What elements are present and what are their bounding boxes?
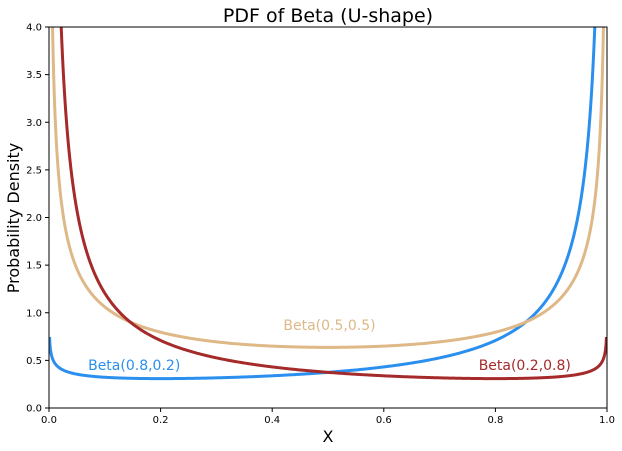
series-annotation-2: Beta(0.2,0.8) <box>479 358 571 374</box>
series-layer <box>49 27 607 381</box>
y-tick-label-8: 4.0 <box>26 23 42 34</box>
annotation-layer: Beta(0.8,0.2) Beta(0.5,0.5) Beta(0.2,0.8) <box>88 318 571 374</box>
x-axis-title: X <box>323 427 334 446</box>
x-tick-label-4: 0.8 <box>487 415 503 426</box>
series-annotation-0: Beta(0.8,0.2) <box>88 358 180 374</box>
y-tick-label-5: 2.5 <box>26 165 42 176</box>
x-axis-ticks: 0.0 0.2 0.4 0.6 0.8 1.0 <box>41 408 615 426</box>
chart-title: PDF of Beta (U-shape) <box>223 5 433 27</box>
x-tick-label-0: 0.0 <box>41 415 57 426</box>
series-line-1 <box>51 27 605 349</box>
y-tick-label-2: 1.0 <box>26 308 42 319</box>
series-line-2 <box>59 27 607 381</box>
series-annotation-1: Beta(0.5,0.5) <box>283 318 375 334</box>
x-tick-label-1: 0.2 <box>153 415 169 426</box>
y-tick-label-3: 1.5 <box>26 261 42 272</box>
y-tick-label-7: 3.5 <box>26 70 42 81</box>
x-tick-label-2: 0.4 <box>264 415 280 426</box>
y-tick-label-1: 0.5 <box>26 356 42 367</box>
y-axis-ticks: 0.0 0.5 1.0 1.5 2.0 2.5 3.0 3.5 4.0 <box>26 23 49 415</box>
y-tick-label-0: 0.0 <box>26 404 42 415</box>
x-tick-label-5: 1.0 <box>599 415 615 426</box>
y-tick-label-4: 2.0 <box>26 213 42 224</box>
x-tick-label-3: 0.6 <box>376 415 392 426</box>
y-tick-label-6: 3.0 <box>26 118 42 129</box>
y-axis-title: Probability Density <box>4 143 23 294</box>
